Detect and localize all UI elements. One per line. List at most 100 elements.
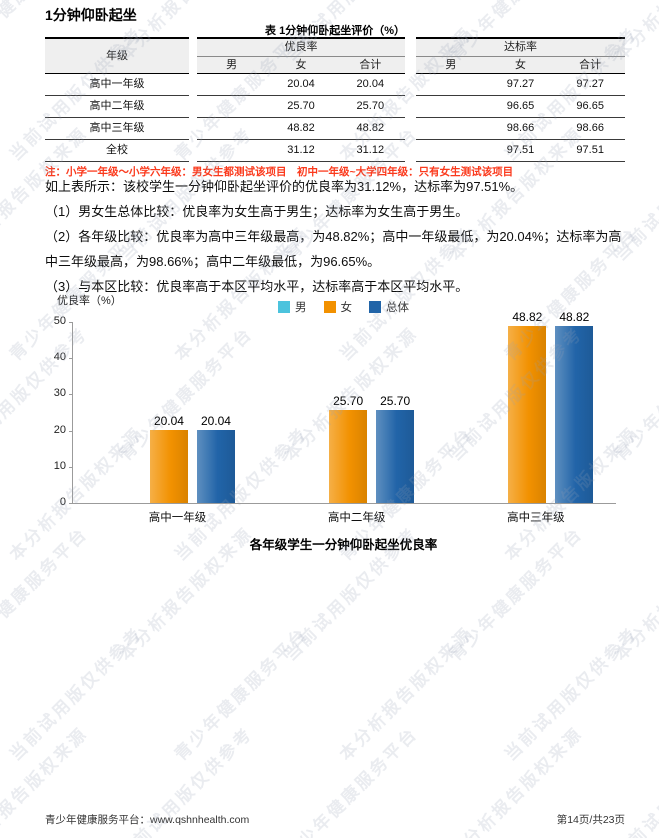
table-cell: 48.82 <box>356 122 385 134</box>
excellent-rate-group: 优良率 男 女 合计 20.04 20.04 25.70 25.70 48.82 48.8… <box>197 37 405 162</box>
watermark-text: 当前试用版仅供参考 <box>501 623 642 765</box>
table-cell: 31.12 <box>287 144 315 156</box>
y-axis-tick-mark <box>69 466 73 468</box>
y-axis-tick: 30 <box>53 387 66 400</box>
table-note: 注：小学一年级～小学六年级：男女生都测试该项目 初中一年级~大学四年级：只有女生… <box>45 166 514 178</box>
chart-bar <box>508 326 547 503</box>
table-cell: 20.04 <box>356 78 385 90</box>
table-row-grade: 高中一年级 <box>45 74 189 96</box>
table-cell: 97.51 <box>506 144 535 156</box>
bar-value-label: 48.82 <box>512 310 543 325</box>
chart-bar <box>196 430 235 503</box>
bar-value-label: 20.04 <box>200 414 231 429</box>
page-title: 1分钟仰卧起坐 <box>45 7 137 23</box>
chart-bar <box>329 409 368 504</box>
table-cell: 96.65 <box>576 100 604 112</box>
chart-title: 各年级学生一分钟仰卧起坐优良率 <box>249 538 438 552</box>
x-axis-label: 高中一年级 <box>148 512 207 524</box>
paragraph-district-comparison: （3）与本区比较：优良率高于本区平均水平，达标率高于本区平均水平。 <box>45 279 469 294</box>
col-total-header: 合计 <box>579 59 602 71</box>
table-cell <box>197 118 266 139</box>
pass-rate-label: 达标率 <box>416 39 625 57</box>
excellent-rate-label: 优良率 <box>197 39 405 57</box>
table-row-grade: 全校 <box>45 140 189 162</box>
col-male-header: 男 <box>445 59 457 71</box>
footer-page-number: 第14页/共23页 <box>556 814 625 826</box>
legend-label: 总体 <box>386 302 409 314</box>
x-axis-label: 高中三年级 <box>507 512 565 524</box>
chart-legend: 男 女 总体 <box>72 299 615 315</box>
grade-header: 年级 <box>45 39 189 74</box>
stat-table: 年级 高中一年级 高中二年级 高中三年级 全校 优良率 男 女 合计 20.04 20.… <box>45 37 625 162</box>
legend-label: 女 <box>340 302 353 314</box>
table-row-pass: 96.65 96.65 <box>416 96 625 118</box>
legend-item: 男 <box>278 299 307 315</box>
watermark-text: 本分析报告版权来源 <box>336 623 477 765</box>
col-female-header: 女 <box>295 59 307 71</box>
table-cell <box>416 96 486 117</box>
chart-bar <box>149 430 188 503</box>
watermark-text: 青少年健康服务平台 <box>171 623 312 765</box>
y-axis-tick: 10 <box>53 459 66 472</box>
table-row-grade: 高中二年级 <box>45 96 189 118</box>
table-cell: 98.66 <box>506 122 535 134</box>
y-axis-tick-mark <box>69 503 73 504</box>
table-row-pass: 97.51 97.51 <box>416 140 625 162</box>
footer-platform-url: 青少年健康服务平台：www.qshnhealth.com <box>45 814 250 826</box>
pass-rate-group: 达标率 男 女 合计 97.27 97.27 96.65 96.65 98.66 98.6… <box>416 37 625 162</box>
table-cell: 20.04 <box>287 78 315 90</box>
table-cell: 96.65 <box>506 100 535 112</box>
table-cell: 98.66 <box>576 122 604 134</box>
paragraph-summary: 如上表所示：该校学生一分钟仰卧起坐评价的优良率为31.12%，达标率为97.51… <box>45 179 524 194</box>
pass-subheader-row: 男 女 合计 <box>416 57 625 73</box>
excellent-subheader-row: 男 女 合计 <box>197 57 405 73</box>
grade-col-body: 高中一年级 高中二年级 高中三年级 全校 <box>45 74 189 162</box>
table-cell: 48.82 <box>287 122 315 134</box>
table-cell: 97.51 <box>576 144 604 156</box>
legend-item: 女 <box>323 299 353 315</box>
x-axis-label: 高中二年级 <box>327 512 386 524</box>
table-cell <box>197 140 266 161</box>
pass-col-body: 97.27 97.27 96.65 96.65 98.66 98.66 97.51 97.51 <box>416 74 625 162</box>
table-cell <box>416 118 486 139</box>
col-female-header: 女 <box>515 59 526 71</box>
analysis-paragraphs: 如上表所示：该校学生一分钟仰卧起坐评价的优良率为31.12%，达标率为97.51… <box>45 174 629 299</box>
legend-swatch <box>278 301 290 313</box>
table-cell <box>416 74 486 95</box>
table-row-excellent: 48.82 48.82 <box>197 118 405 140</box>
paragraph-grade-comparison: （2）各年级比较：优良率为高中三年级最高，为48.82%；高中一年级最低，为20… <box>45 229 622 269</box>
table-row-pass: 98.66 98.66 <box>416 118 625 140</box>
y-axis-tick: 20 <box>53 423 66 436</box>
y-axis-tick-mark <box>69 322 73 323</box>
table-cell: 97.27 <box>576 78 604 90</box>
paragraph-gender-comparison: （1）男女生总体比较：优良率为女生高于男生；达标率为女生高于男生。 <box>45 204 469 219</box>
excellent-rate-header: 优良率 男 女 合计 <box>197 39 405 74</box>
watermark-text: 青少年健康服务平台 <box>281 723 422 838</box>
watermark-text: 当前试用版仅供参考 <box>6 623 147 765</box>
table-cell: 25.70 <box>356 100 385 112</box>
bar-value-label: 25.70 <box>380 393 411 408</box>
table-cell: 97.27 <box>506 78 535 90</box>
legend-item: 总体 <box>369 299 409 315</box>
bar-value-label: 20.04 <box>153 414 184 429</box>
y-axis-tick-mark <box>69 430 73 432</box>
y-axis-tick: 50 <box>53 315 66 327</box>
chart-bar <box>555 326 594 503</box>
table-row-excellent: 25.70 25.70 <box>197 96 405 118</box>
chart-plot: 20.04 20.04 25.70 25.70 48.82 48.82 <box>72 310 616 504</box>
table-row-excellent: 31.12 31.12 <box>197 140 405 162</box>
y-axis-tick: 40 <box>53 351 66 364</box>
bar-value-label: 48.82 <box>559 310 590 325</box>
legend-label: 男 <box>295 302 307 314</box>
excellent-col-body: 20.04 20.04 25.70 25.70 48.82 48.82 31.12 31.12 <box>197 74 405 162</box>
legend-swatch <box>369 301 381 313</box>
table-row-pass: 97.27 97.27 <box>416 74 625 96</box>
bar-chart: 优良率（%） 男 女 总体 20.04 20.04 25.70 25.70 48.82 48.… <box>45 286 631 558</box>
table-row-excellent: 20.04 20.04 <box>197 74 405 96</box>
table-row-grade: 高中三年级 <box>45 118 189 140</box>
pass-rate-header: 达标率 男 女 合计 <box>416 39 625 74</box>
grade-column-group: 年级 高中一年级 高中二年级 高中三年级 全校 <box>45 37 189 162</box>
table-cell <box>197 96 266 117</box>
table-title: 表 1分钟仰卧起坐评价（%） <box>265 25 405 37</box>
bar-value-label: 25.70 <box>333 393 364 408</box>
